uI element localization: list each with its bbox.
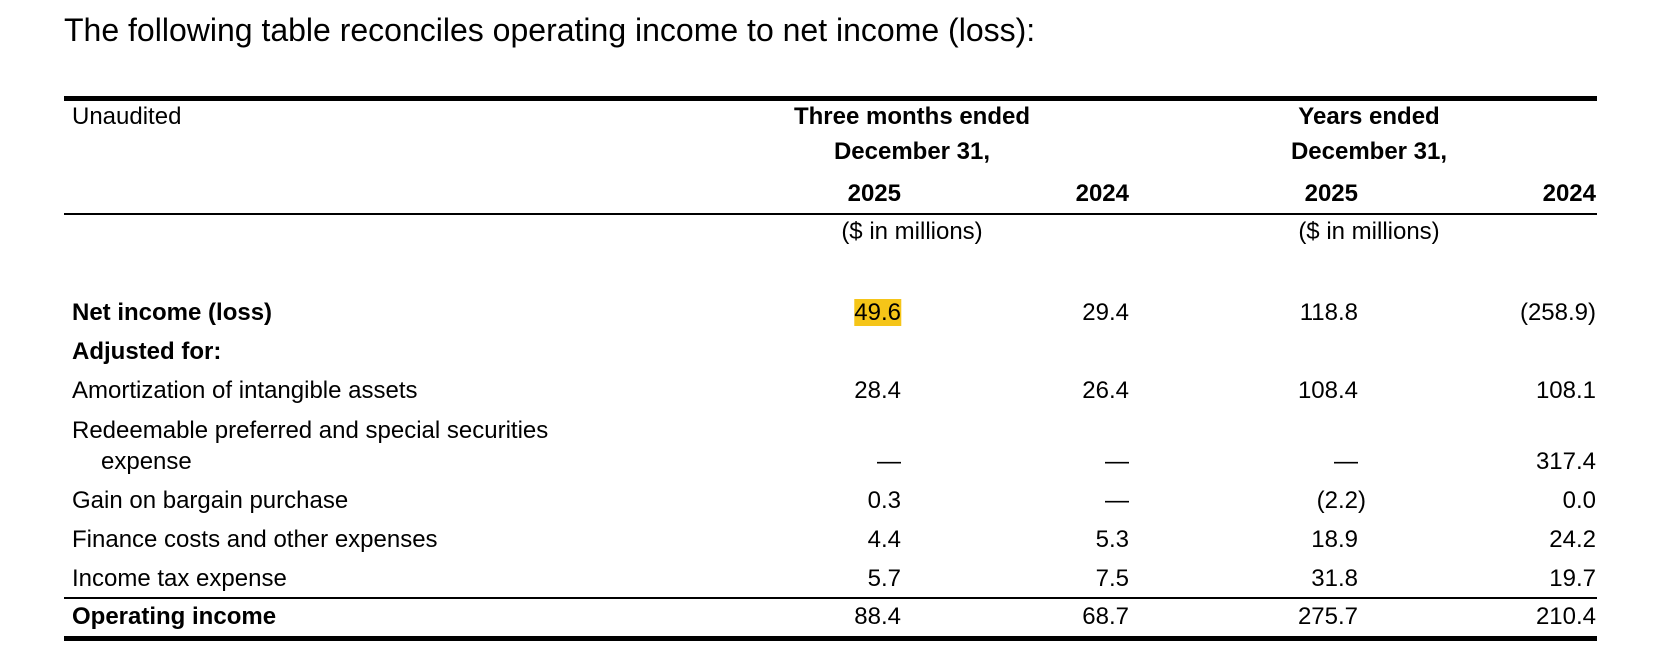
intro-text: The following table reconciles operating…	[64, 12, 1036, 48]
col-header-2024-year: 2024	[1542, 180, 1596, 207]
cell-amortization-2024-year: 108.1	[1535, 377, 1596, 404]
col-header-2025-quarter: 2025	[847, 180, 901, 207]
header-bottom-rule	[64, 213, 1597, 215]
cell-redeemable-2025-year: —	[1334, 448, 1358, 475]
cell-redeemable-2025-quarter: —	[877, 448, 901, 475]
years-header-line2: December 31,	[1290, 138, 1448, 165]
cell-operating-2025-quarter: 88.4	[854, 603, 901, 630]
row-label-bargain-purchase: Gain on bargain purchase	[72, 487, 349, 514]
cell-net-income-2025-quarter: 49.6	[854, 298, 901, 328]
cell-finance-2024-year: 24.2	[1549, 526, 1596, 553]
row-label-amortization: Amortization of intangible assets	[72, 377, 418, 404]
cell-income-tax-2025-quarter: 5.7	[867, 565, 901, 592]
cell-amortization-2025-quarter: 28.4	[854, 377, 901, 404]
three-months-header-line1: Three months ended	[793, 103, 1031, 130]
three-months-header-line2: December 31,	[833, 138, 991, 165]
row-label-net-income: Net income (loss)	[72, 299, 273, 326]
cell-bargain-2025-quarter: 0.3	[867, 487, 901, 514]
cell-operating-2024-quarter: 68.7	[1082, 603, 1129, 630]
row-label-redeemable-preferred: Redeemable preferred and special securit…	[72, 417, 549, 444]
subtotal-rule	[64, 597, 1597, 599]
cell-net-income-2024-quarter: 29.4	[1082, 299, 1129, 326]
row-label-operating-income: Operating income	[72, 603, 277, 630]
units-note-year: ($ in millions)	[1298, 218, 1440, 245]
cell-income-tax-2024-year: 19.7	[1549, 565, 1596, 592]
row-label-finance-costs: Finance costs and other expenses	[72, 526, 438, 553]
cell-bargain-2024-quarter: —	[1105, 487, 1129, 514]
unaudited-label: Unaudited	[72, 103, 182, 130]
cell-operating-2025-year: 275.7	[1297, 603, 1358, 630]
cell-bargain-2024-year: 0.0	[1562, 487, 1596, 514]
cell-redeemable-2024-quarter: —	[1105, 448, 1129, 475]
highlighted-value: 49.6	[854, 299, 901, 326]
cell-net-income-2024-year: (258.9)	[1519, 299, 1596, 326]
cell-operating-2024-year: 210.4	[1535, 603, 1596, 630]
row-label-redeemable-preferred-line2: expense	[101, 448, 192, 475]
cell-income-tax-2025-year: 31.8	[1311, 565, 1358, 592]
cell-net-income-2025-year: 118.8	[1299, 299, 1358, 326]
cell-finance-2025-year: 18.9	[1311, 526, 1358, 553]
table-top-rule	[64, 96, 1597, 101]
cell-income-tax-2024-quarter: 7.5	[1095, 565, 1129, 592]
units-note-quarter: ($ in millions)	[841, 218, 983, 245]
col-header-2025-year: 2025	[1304, 180, 1358, 207]
cell-amortization-2024-quarter: 26.4	[1082, 377, 1129, 404]
row-label-adjusted-for: Adjusted for:	[72, 338, 222, 365]
row-label-income-tax: Income tax expense	[72, 565, 287, 592]
table-bottom-rule	[64, 636, 1597, 641]
cell-finance-2024-quarter: 5.3	[1095, 526, 1129, 553]
cell-redeemable-2024-year: 317.4	[1535, 448, 1596, 475]
col-header-2024-quarter: 2024	[1075, 180, 1129, 207]
cell-amortization-2025-year: 108.4	[1297, 377, 1358, 404]
cell-bargain-2025-year: (2.2)	[1316, 487, 1366, 514]
years-header-line1: Years ended	[1298, 103, 1440, 130]
cell-finance-2025-quarter: 4.4	[867, 526, 901, 553]
